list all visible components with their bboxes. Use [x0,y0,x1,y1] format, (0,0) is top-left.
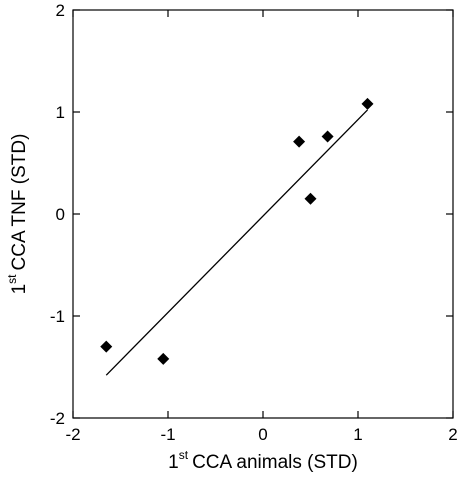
y-tick-label: -2 [50,409,65,428]
data-point [293,135,306,148]
plot-frame [72,9,454,419]
x-tick-label: -2 [65,425,80,444]
y-tick-label: 2 [56,1,65,20]
x-tick-label: -1 [160,425,175,444]
x-tick-labels: -2 -1 0 1 2 [65,425,457,444]
y-tick-labels: -2 -1 0 1 2 [50,1,65,428]
axis-ticks [72,9,454,419]
x-tick-label: 1 [353,425,362,444]
x-tick-label: 2 [448,425,457,444]
y-axis-label: 1stCCA TNF (STD) [5,134,30,295]
data-points [100,97,374,365]
data-point [304,192,317,205]
x-tick-label: 0 [258,425,267,444]
y-tick-label: 0 [56,205,65,224]
y-tick-label: -1 [50,307,65,326]
data-point [100,340,113,353]
data-point [157,352,170,365]
x-axis-label: 1st CCA animals (STD) [168,448,358,473]
data-point [321,130,334,143]
regression-line [105,109,368,376]
data-point [361,97,374,110]
y-tick-label: 1 [56,103,65,122]
